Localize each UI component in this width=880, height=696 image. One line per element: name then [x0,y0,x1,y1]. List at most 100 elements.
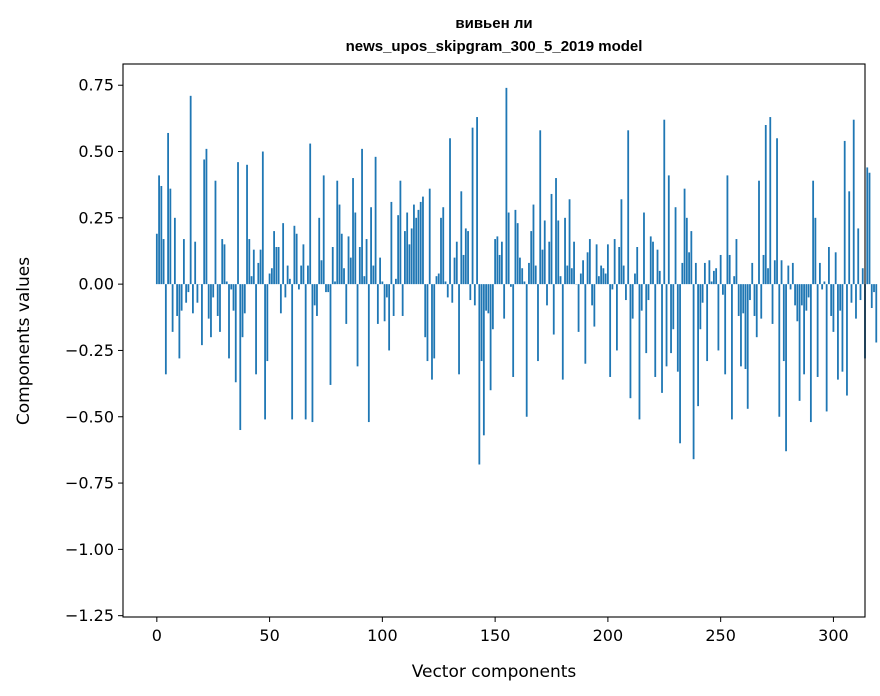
x-tick-label: 200 [593,626,624,645]
bar-112 [408,244,411,285]
bar-187 [577,284,580,332]
bar-8 [173,217,176,285]
x-tick-label: 300 [818,626,849,645]
bar-249 [717,284,720,351]
bar-270 [764,125,767,285]
bar-317 [870,284,873,309]
bar-51 [270,268,273,285]
bar-227 [667,175,670,285]
bar-11 [180,284,183,311]
bar-6 [169,188,172,285]
bar-1 [158,175,160,285]
bar-136 [462,254,465,285]
bar-49 [266,284,269,362]
bar-57 [284,284,287,298]
bar-32 [228,284,230,359]
bar-139 [469,284,472,301]
bar-47 [261,151,264,285]
bar-80 [336,180,339,285]
bar-38 [241,284,244,338]
bar-7 [171,284,174,332]
bar-111 [406,212,409,285]
bar-series [155,87,878,465]
bar-5 [167,132,169,285]
bar-290 [809,284,812,423]
bar-184 [570,268,573,285]
bar-276 [778,284,781,417]
bar-128 [444,281,447,285]
bar-120 [426,284,429,362]
bar-255 [731,284,733,420]
bar-153 [500,241,503,285]
bar-298 [828,247,830,285]
bar-98 [376,284,379,324]
bar-173 [546,284,548,306]
bar-4 [164,284,167,375]
bar-66 [304,284,307,420]
bar-220 [652,241,654,285]
bar-41 [248,239,251,285]
bar-72 [318,217,321,285]
bar-142 [476,117,478,285]
y-tick-label: 0.75 [78,76,114,95]
bar-160 [516,223,519,285]
bar-269 [762,254,765,285]
bar-181 [564,217,566,285]
bar-64 [300,265,303,285]
bar-292 [814,217,817,285]
bar-245 [708,260,711,285]
y-tick-label: −1.00 [65,540,114,559]
bar-20 [201,284,203,346]
bar-12 [182,239,185,285]
bar-158 [512,284,515,377]
bar-92 [363,276,366,285]
bar-108 [399,180,402,285]
y-tick-label: −1.25 [65,606,114,625]
bar-225 [663,119,666,285]
bar-305 [843,140,846,285]
bar-287 [803,284,805,375]
bar-84 [345,284,348,324]
bar-154 [503,284,506,319]
bar-138 [467,231,469,285]
bar-240 [697,284,699,407]
bar-43 [252,249,255,285]
bar-148 [489,284,492,391]
bar-221 [654,284,657,377]
bar-56 [282,223,285,285]
bar-95 [370,207,372,285]
plot-frame [122,63,866,618]
bar-273 [771,284,774,324]
bar-242 [701,284,704,303]
bar-37 [239,284,242,431]
bar-189 [582,260,584,285]
bar-190 [584,284,587,364]
bar-107 [397,215,400,285]
bar-30 [223,244,226,285]
bar-232 [679,284,681,444]
bar-213 [636,247,639,285]
bar-241 [699,284,702,330]
bar-222 [656,249,659,285]
bar-293 [816,284,819,377]
bar-53 [275,247,278,285]
chart-title-line-1: вивьен ли [455,15,532,32]
bar-262 [746,284,749,409]
bar-0 [155,233,158,285]
x-tick-label: 250 [705,626,736,645]
bar-42 [250,276,253,285]
bar-216 [643,212,645,285]
bar-102 [385,284,388,298]
bar-101 [383,284,386,322]
bar-192 [588,239,591,285]
bar-58 [286,265,289,285]
bar-170 [539,130,542,285]
bar-116 [417,209,420,285]
bar-193 [591,284,593,306]
bar-114 [413,204,415,285]
bar-54 [277,247,280,285]
bar-90 [358,247,361,285]
bar-164 [525,284,528,417]
bar-233 [681,262,684,285]
